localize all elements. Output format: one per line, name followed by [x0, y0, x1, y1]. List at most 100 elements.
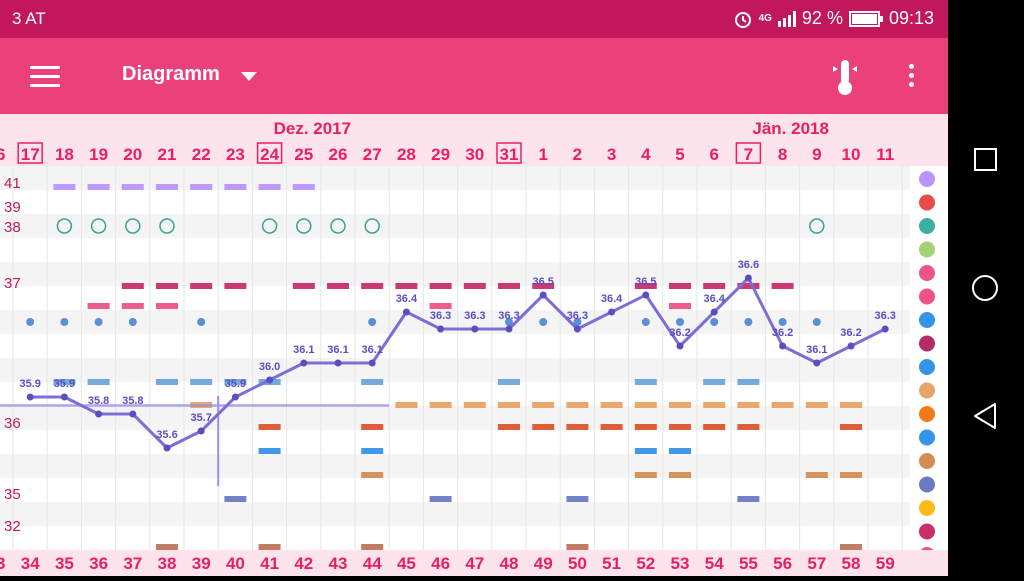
temperature-label: 35.9 [54, 378, 75, 390]
symptom-marker [258, 424, 281, 430]
drop-small-icon [919, 406, 935, 422]
temperature-label: 35.7 [190, 412, 211, 424]
date-label: 10 [842, 145, 861, 164]
symptom-marker [224, 496, 247, 502]
mucus-marker [90, 218, 107, 234]
symptom-marker [258, 544, 281, 550]
temperature-point [163, 444, 171, 452]
temperature-label: 36.2 [669, 327, 690, 339]
temperature-label: 36.1 [361, 344, 382, 356]
mucus-marker [296, 218, 312, 234]
temperature-line [30, 276, 886, 450]
symptom-marker [703, 379, 726, 385]
temperature-point [300, 359, 308, 367]
temperature-point [197, 427, 205, 435]
symptom-marker [805, 472, 828, 478]
stomach-icon [919, 453, 935, 469]
date-label: 7 [744, 145, 753, 164]
symptom-marker [669, 283, 691, 289]
symptom-marker [737, 424, 760, 430]
thermometer-icon[interactable] [830, 58, 860, 96]
grid-row [0, 478, 910, 502]
symptom-marker [771, 283, 794, 289]
y-tick-label: 32 [4, 518, 21, 535]
temperature-label: 36.1 [806, 344, 827, 356]
temperature-label: 35.8 [88, 395, 109, 407]
sun-face-icon [919, 500, 935, 516]
symptom-marker [361, 379, 384, 385]
symptom-marker [669, 402, 691, 408]
grid-row [0, 502, 910, 526]
signal-icon [777, 10, 796, 27]
date-label: 31 [500, 145, 519, 164]
symptom-marker [395, 283, 418, 289]
flower-icon [919, 171, 935, 187]
temperature-label: 36.3 [874, 310, 895, 322]
view-title[interactable]: Diagramm [122, 63, 220, 85]
temperature-label: 36.3 [498, 310, 519, 322]
symptom-marker [292, 283, 315, 289]
symptom-marker [669, 303, 691, 309]
symptom-marker [156, 379, 178, 385]
symptom-marker [532, 283, 555, 289]
symptom-marker [429, 303, 452, 309]
pregnant-icon [919, 523, 935, 540]
today-week-box [17, 142, 43, 164]
temperature-label: 36.4 [396, 293, 418, 305]
symptom-marker [429, 402, 452, 408]
symptom-marker [87, 184, 110, 190]
symptom-marker [840, 424, 862, 430]
app-toolbar: Diagramm [0, 38, 948, 114]
cycle-day-label: 46 [431, 554, 450, 573]
dot-marker [368, 318, 377, 326]
date-label: 24 [260, 145, 279, 164]
cycle-day-label: 42 [294, 554, 313, 573]
symptom-marker [566, 496, 589, 502]
symptom-marker [395, 402, 418, 408]
menu-icon[interactable] [30, 66, 60, 87]
temperature-point [608, 308, 616, 316]
temperature-label: 36.2 [840, 327, 861, 339]
symptom-marker [532, 424, 555, 430]
dot-marker [94, 318, 103, 326]
temperature-label: 36.5 [532, 276, 553, 288]
cycle-day-label: 51 [602, 554, 621, 573]
symptom-marker [840, 544, 862, 550]
symptom-marker [634, 472, 657, 478]
grid-row [0, 166, 910, 190]
today-week-box [735, 142, 762, 164]
cycle-day-label: 37 [123, 554, 142, 573]
document-icon [919, 312, 935, 328]
cycle-day-label: 40 [226, 554, 245, 573]
temperature-point [402, 308, 410, 316]
symptom-marker [361, 544, 384, 550]
chevron-down-icon[interactable] [241, 72, 257, 81]
cycle-day-label: 50 [568, 554, 587, 573]
temperature-chart[interactable]: 41 39 38 37 36 35 32 35.9 35.9 35.8 35.8 35.6 35.7 35… [0, 166, 948, 550]
grid-row [0, 214, 910, 238]
cycle-day-label: 45 [397, 554, 416, 573]
dot-marker [710, 318, 719, 326]
carrier-label: 3 AT [12, 9, 46, 28]
clock-time: 09:13 [888, 8, 934, 28]
home-button[interactable] [972, 275, 998, 301]
symptom-marker [771, 402, 794, 408]
cycle-day-label: 57 [807, 554, 826, 573]
back-button[interactable] [974, 403, 996, 429]
cycle-day-label: 59 [876, 554, 895, 573]
symptom-marker [600, 424, 623, 430]
recents-button[interactable] [974, 148, 997, 171]
mucus-marker [125, 218, 141, 234]
more-options-icon[interactable] [909, 64, 915, 91]
date-label: 25 [294, 145, 313, 164]
symptom-marker [361, 448, 384, 454]
mucus-marker [159, 218, 175, 234]
symptom-marker [429, 283, 452, 289]
symptom-marker [224, 184, 247, 190]
symptom-marker [361, 283, 384, 289]
dot-marker [128, 318, 137, 326]
date-label: 6 [709, 145, 718, 164]
symptom-marker [429, 496, 452, 502]
date-label: 18 [55, 145, 74, 164]
